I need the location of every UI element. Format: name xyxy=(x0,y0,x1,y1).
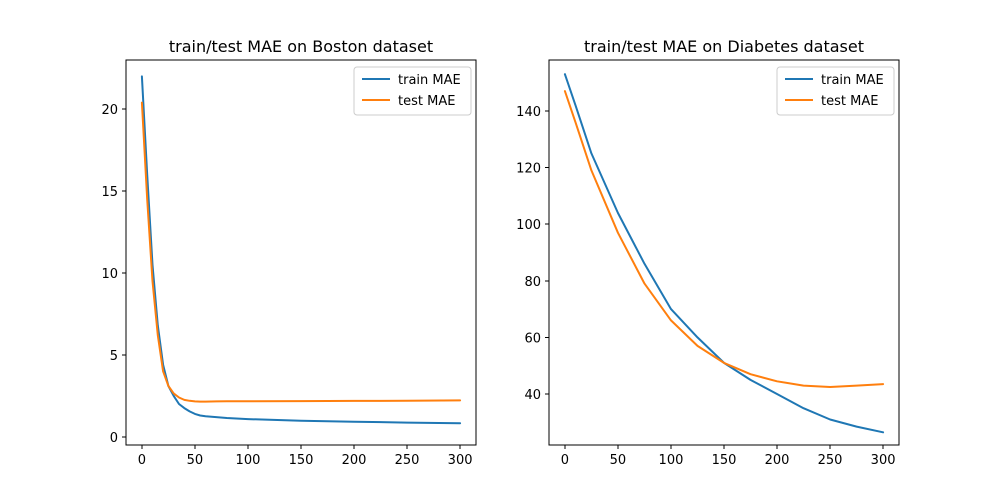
y-tick-label: 20 xyxy=(101,103,118,118)
legend-label: test MAE xyxy=(821,94,878,109)
x-tick-label: 300 xyxy=(448,453,473,468)
x-tick-label: 100 xyxy=(236,453,261,468)
x-tick-label: 150 xyxy=(712,453,737,468)
series-line-train-mae xyxy=(140,75,462,425)
legend-label: test MAE xyxy=(398,94,455,109)
x-tick-label: 250 xyxy=(395,453,420,468)
x-tick-label: 0 xyxy=(561,453,569,468)
x-tick-label: 200 xyxy=(765,453,790,468)
y-tick-label: 100 xyxy=(516,218,541,233)
chart-title: train/test MAE on Diabetes dataset xyxy=(584,37,864,56)
x-tick-label: 50 xyxy=(610,453,627,468)
x-tick-label: 0 xyxy=(138,453,146,468)
y-tick-label: 5 xyxy=(110,349,118,364)
x-tick-label: 200 xyxy=(342,453,367,468)
y-tick-label: 60 xyxy=(524,331,541,346)
legend: train MAE test MAE xyxy=(776,66,895,116)
y-tick-label: 0 xyxy=(110,431,118,446)
y-tick-label: 120 xyxy=(516,162,541,177)
x-tick-label: 150 xyxy=(289,453,314,468)
plot-area: 0 50 100 150 200 250 300 40 60 80 100 120 140 xyxy=(516,59,900,468)
boston-chart-panel: train/test MAE on Boston dataset 0 50 100 1… xyxy=(101,37,477,468)
chart-title: train/test MAE on Boston dataset xyxy=(169,37,433,56)
x-tick-label: 100 xyxy=(659,453,684,468)
series-line-test-mae xyxy=(140,101,462,403)
y-tick-label: 10 xyxy=(101,267,118,282)
y-tick-label: 80 xyxy=(524,275,541,290)
diabetes-chart-panel: train/test MAE on Diabetes dataset 0 50 10… xyxy=(516,37,900,468)
x-tick-label: 250 xyxy=(818,453,843,468)
y-tick-label: 40 xyxy=(524,388,541,403)
y-tick-label: 140 xyxy=(516,105,541,120)
plot-area: 0 50 100 150 200 250 300 0 5 10 15 20 xyxy=(101,59,477,468)
legend-label: train MAE xyxy=(398,73,461,88)
legend-label: train MAE xyxy=(821,73,884,88)
legend: train MAE test MAE xyxy=(353,66,472,116)
x-tick-label: 50 xyxy=(187,453,204,468)
x-tick-label: 300 xyxy=(871,453,896,468)
y-tick-label: 15 xyxy=(101,185,118,200)
series-line-train-mae xyxy=(563,73,885,434)
series-line-test-mae xyxy=(563,90,885,388)
